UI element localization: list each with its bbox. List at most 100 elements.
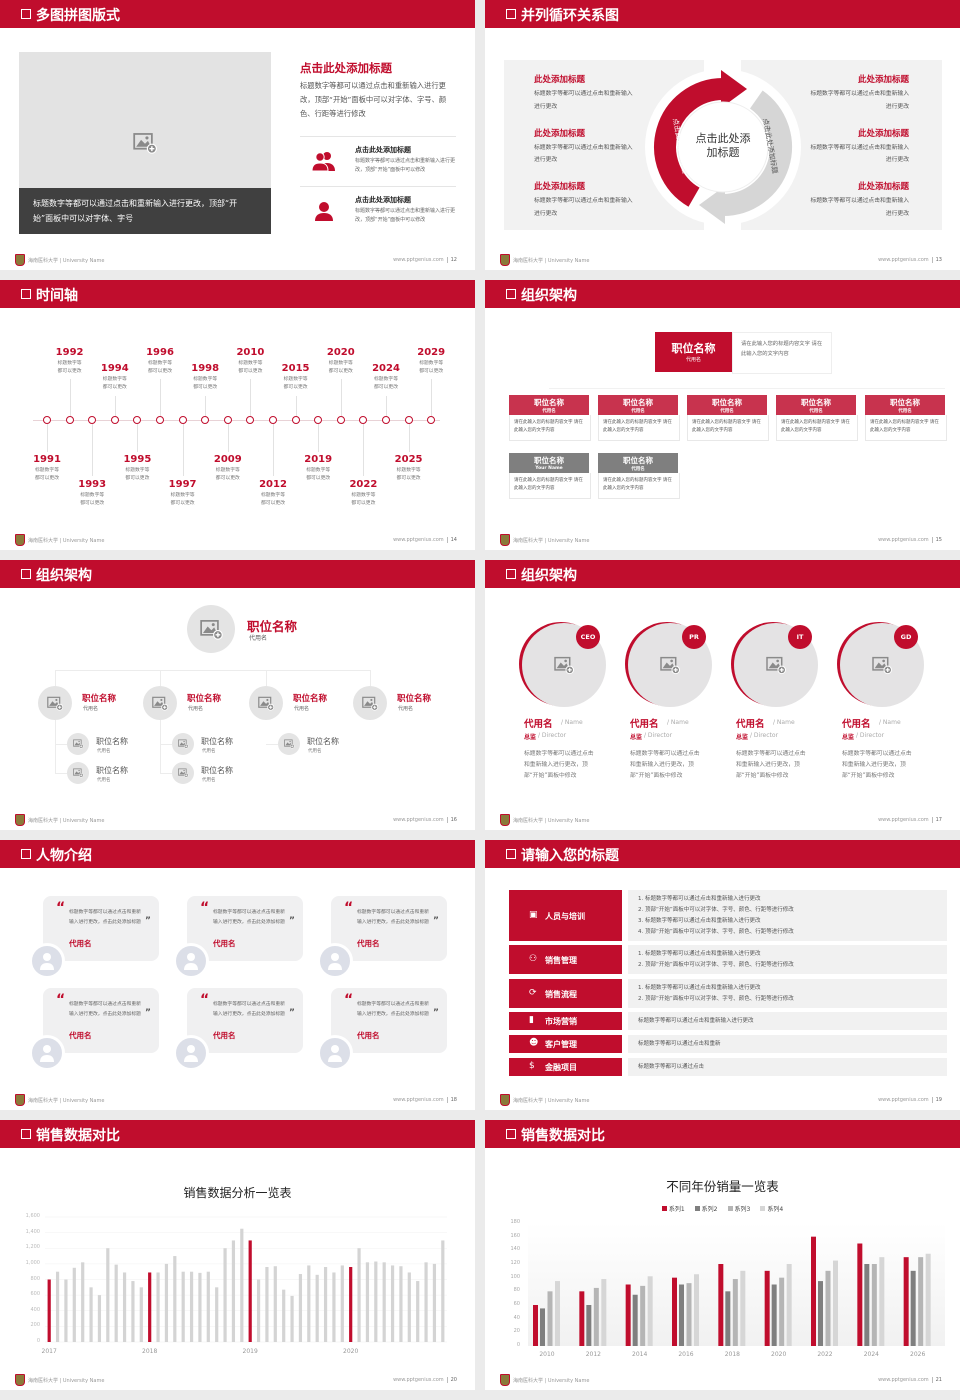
avatar[interactable] bbox=[29, 1035, 65, 1071]
timeline-node[interactable] bbox=[291, 416, 300, 424]
position-box-header[interactable]: 职位名称 代用名 bbox=[865, 395, 945, 415]
timeline-connector bbox=[47, 424, 48, 452]
timeline-node[interactable] bbox=[314, 416, 323, 424]
slide-sales-chart-monthly[interactable]: 销售数据对比 海南医科大学 | University Name www.pptge… bbox=[0, 1120, 475, 1390]
avatar[interactable] bbox=[317, 943, 353, 979]
legend-item[interactable]: 系列3 bbox=[727, 1206, 750, 1213]
bar bbox=[441, 1240, 445, 1342]
level3-title: 职位名称 bbox=[201, 737, 233, 746]
timeline-text: 标题数字等都可以更改 bbox=[170, 493, 195, 506]
bar bbox=[399, 1266, 403, 1342]
timeline-node[interactable] bbox=[110, 416, 119, 424]
category-cell[interactable]: ⟳ 销售流程 bbox=[509, 979, 622, 1008]
sales-management-icon: ⚇ bbox=[529, 953, 538, 964]
square-bullet-icon bbox=[506, 9, 516, 19]
level3-avatar[interactable] bbox=[172, 762, 194, 784]
legend-item[interactable]: 系列4 bbox=[760, 1206, 783, 1213]
slide-org-chart-boxes[interactable]: 组织架构 海南医科大学 | University Name www.pptgeni… bbox=[485, 280, 960, 550]
image-add-icon bbox=[362, 696, 379, 711]
bar bbox=[206, 1271, 210, 1342]
position-box-header[interactable]: 职位名称 代用名 bbox=[509, 395, 589, 415]
bar bbox=[173, 1256, 177, 1342]
legend-item[interactable]: 系列2 bbox=[694, 1206, 718, 1213]
avatar[interactable] bbox=[173, 1035, 209, 1071]
timeline-node[interactable] bbox=[382, 416, 390, 424]
card-name: 代用名 bbox=[736, 719, 765, 730]
category-cell[interactable]: ▮ 市场营销 bbox=[509, 1012, 622, 1030]
top-position-box[interactable]: 职位名称 代用名 bbox=[655, 332, 732, 372]
timeline-node[interactable] bbox=[133, 416, 142, 424]
avatar[interactable] bbox=[173, 943, 209, 979]
university-logo-icon bbox=[15, 1094, 25, 1106]
bar-0 bbox=[533, 1305, 538, 1346]
level3-avatar[interactable] bbox=[278, 733, 300, 755]
slide-cycle-diagram[interactable]: 并列循环关系图 海南医科大学 | University Name www.pptg… bbox=[485, 0, 960, 270]
level2-avatar[interactable] bbox=[353, 686, 387, 720]
position-box-header[interactable]: 职位名称 代用名 bbox=[598, 395, 678, 415]
connector-line bbox=[266, 744, 278, 745]
slide-org-chart-tree[interactable]: 组织架构 海南医科大学 | University Name www.pptgeni… bbox=[0, 560, 475, 830]
timeline-node[interactable] bbox=[65, 416, 74, 424]
timeline-node[interactable] bbox=[178, 416, 187, 424]
category-cell[interactable]: ⚇ 销售管理 bbox=[509, 945, 622, 974]
position-box-header[interactable]: 职位名称 代用名 bbox=[776, 395, 856, 415]
y-tick-label: 180 bbox=[510, 1219, 520, 1225]
level3-avatar[interactable] bbox=[67, 733, 89, 755]
person-name: 代用名 bbox=[357, 1031, 380, 1040]
avatar[interactable] bbox=[29, 943, 65, 979]
bar bbox=[382, 1262, 386, 1342]
role-badge: IT bbox=[788, 625, 812, 649]
timeline-node[interactable] bbox=[359, 416, 368, 424]
level2-avatar[interactable] bbox=[249, 686, 283, 720]
timeline-node[interactable] bbox=[156, 416, 164, 424]
timeline-node[interactable] bbox=[269, 416, 277, 424]
timeline-connector bbox=[386, 396, 387, 416]
slide-team-cards[interactable]: 组织架构 海南医科大学 | University Name www.pptgeni… bbox=[485, 560, 960, 830]
bar bbox=[416, 1281, 420, 1342]
timeline-node[interactable] bbox=[427, 416, 436, 424]
university-name: 海南医科大学 | University Name bbox=[513, 538, 590, 544]
timeline-node[interactable] bbox=[336, 416, 345, 424]
detail-line: 1. 标题数字等都可以通过点击和重新输入进行更改 bbox=[638, 950, 761, 957]
slide-header: 组织架构 bbox=[485, 280, 960, 308]
timeline-text: 标题数字等都可以更改 bbox=[351, 493, 376, 506]
timeline-node[interactable] bbox=[223, 416, 232, 424]
level2-avatar[interactable] bbox=[143, 686, 177, 720]
timeline-node[interactable] bbox=[404, 416, 413, 424]
divider bbox=[300, 186, 456, 187]
timeline-node[interactable] bbox=[88, 416, 97, 424]
website: www.pptgenius.com bbox=[878, 257, 929, 263]
bar-3 bbox=[786, 1264, 792, 1346]
level3-avatar[interactable] bbox=[172, 733, 194, 755]
category-cell[interactable]: $ 金融项目 bbox=[509, 1058, 622, 1076]
slide-header: 组织架构 bbox=[0, 560, 475, 588]
timeline-connector bbox=[182, 424, 184, 476]
red-arrowhead bbox=[721, 70, 747, 108]
level2-avatar[interactable] bbox=[38, 686, 72, 720]
slide-multi-image[interactable]: 多图拼图版式 海南医科大学 | University Name www.pptge… bbox=[0, 0, 475, 270]
timeline-year: 2025 bbox=[394, 454, 423, 465]
position-box-header[interactable]: 职位名称 代用名 bbox=[687, 395, 767, 415]
image-placeholder[interactable] bbox=[19, 52, 271, 188]
level2-sub: 代用名 bbox=[83, 706, 99, 712]
timeline-node[interactable] bbox=[246, 416, 255, 424]
legend-item[interactable]: 系列1 bbox=[661, 1206, 685, 1213]
slide-category-table[interactable]: 请输入您的标题 海南医科大学 | University Name www.pptg… bbox=[485, 840, 960, 1110]
slide-people[interactable]: 人物介绍 海南医科大学 | University Name www.pptgeni… bbox=[0, 840, 475, 1110]
quote-close-icon: ” bbox=[289, 916, 295, 926]
level3-avatar[interactable] bbox=[67, 762, 89, 784]
position-sub: 代用名 bbox=[631, 467, 645, 472]
slide-timeline[interactable]: 时间轴 海南医科大学 | University Name www.pptgeniu… bbox=[0, 280, 475, 550]
position-box-header[interactable]: 职位名称 代用名 bbox=[598, 453, 678, 473]
timeline-node[interactable] bbox=[43, 416, 51, 424]
quote-open-icon: “ bbox=[200, 900, 210, 916]
position-box-header[interactable]: 职位名称 Your Name bbox=[509, 453, 589, 473]
timeline-text: 标题数字等都可以更改 bbox=[374, 377, 398, 390]
bar bbox=[223, 1248, 227, 1342]
top-avatar[interactable] bbox=[187, 605, 235, 653]
slide-sales-chart-yearly[interactable]: 销售数据对比 海南医科大学 | University Name www.pptge… bbox=[485, 1120, 960, 1390]
category-cell[interactable]: ▣ 人员与培训 bbox=[509, 890, 622, 941]
category-cell[interactable]: ☻ 客户管理 bbox=[509, 1035, 622, 1053]
avatar[interactable] bbox=[317, 1035, 353, 1071]
timeline-node[interactable] bbox=[201, 416, 210, 424]
